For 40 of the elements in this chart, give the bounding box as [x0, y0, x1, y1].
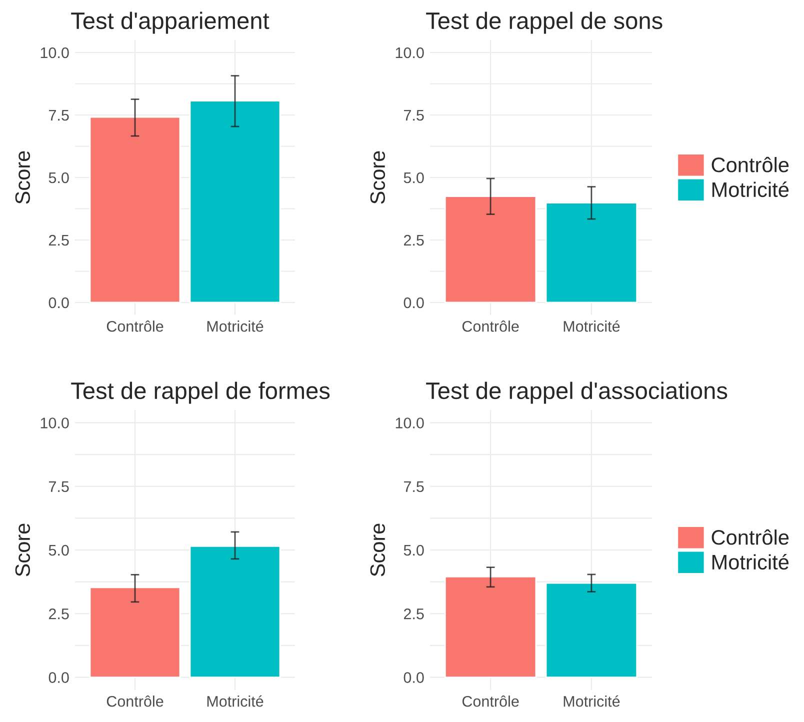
y-tick-label: 5.0 [48, 172, 69, 184]
legend-label: Contrôle [712, 529, 789, 545]
legend-label: Motricité [712, 554, 789, 570]
y-tick-label: 0.0 [48, 297, 69, 308]
chart-title: Test d'appariement [71, 12, 270, 34]
y-axis-title: Score [370, 524, 386, 576]
y-tick-label: 2.5 [48, 234, 69, 246]
x-tick-label: Motricité [564, 695, 620, 707]
legend-label: Contrôle [712, 156, 789, 172]
y-tick-label: 5.0 [48, 544, 69, 556]
y-axis-title: Score [370, 151, 386, 204]
x-tick-label: Contrôle [106, 320, 164, 332]
x-tick-label: Motricité [564, 320, 620, 332]
x-tick-label: Contrôle [462, 696, 519, 707]
y-tick-label: 10.0 [396, 47, 424, 58]
y-axis-title: Score [15, 151, 30, 204]
chart-title: Test de rappel de formes [71, 382, 330, 404]
legend-label: Motricité [712, 182, 789, 198]
y-tick-label: 5.0 [404, 172, 424, 184]
y-tick-label: 0.0 [48, 672, 69, 683]
x-tick-label: Contrôle [462, 320, 519, 332]
y-tick-label: 2.5 [404, 234, 424, 246]
y-tick-label: 7.5 [48, 110, 69, 121]
y-tick-label: 10.0 [40, 418, 69, 428]
y-tick-label: 7.5 [48, 481, 69, 492]
y-tick-label: 0.0 [404, 297, 424, 308]
y-tick-label: 5.0 [404, 544, 424, 556]
y-tick-label: 0.0 [404, 672, 424, 683]
y-axis-title: Score [15, 524, 30, 576]
chart-title: Test de rappel de sons [426, 12, 662, 34]
x-tick-label: Motricité [207, 320, 264, 332]
chart-title: Test de rappel d'associations [426, 382, 728, 404]
x-tick-label: Contrôle [106, 696, 164, 707]
y-tick-label: 10.0 [40, 47, 69, 58]
x-tick-label: Motricité [207, 695, 264, 707]
y-tick-label: 10.0 [396, 418, 424, 428]
y-tick-label: 7.5 [404, 110, 424, 121]
y-tick-label: 2.5 [404, 608, 424, 620]
y-tick-label: 2.5 [48, 608, 69, 620]
y-tick-label: 7.5 [404, 481, 424, 492]
